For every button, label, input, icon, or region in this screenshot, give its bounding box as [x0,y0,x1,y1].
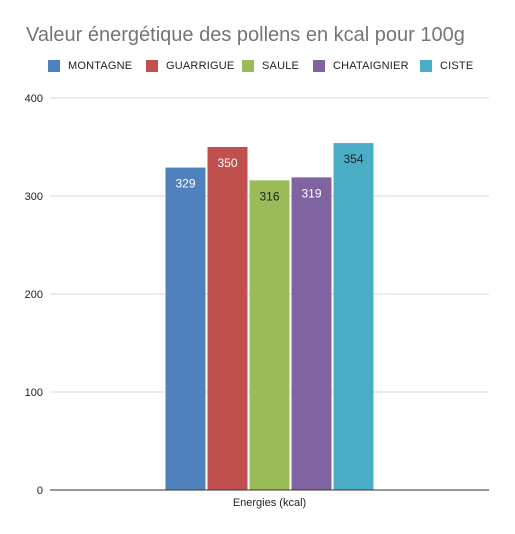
y-tick-label-200: 200 [25,289,43,301]
y-tick-label-0: 0 [37,485,43,497]
bars [165,143,374,490]
legend-label-chataignier: CHATAIGNIER [333,60,409,72]
data-label-saule: 316 [259,189,279,203]
legend-swatch-saule [242,60,254,72]
legend-label-saule: SAULE [262,60,300,72]
legend-item-ciste: CISTE [420,60,473,72]
bar-guarrigue [207,147,248,490]
y-axis-tick-labels: 0 100 200 300 400 [25,93,43,497]
legend-item-guarrigue: GUARRIGUE [146,60,234,72]
x-category-label: Energies (kcal) [233,497,306,509]
legend-item-saule: SAULE [242,60,299,72]
y-tick-label-300: 300 [25,191,43,203]
legend-swatch-ciste [420,60,432,72]
y-tick-label-400: 400 [25,93,43,105]
legend-item-chataignier: CHATAIGNIER [313,60,409,72]
y-tick-label-100: 100 [25,387,43,399]
legend-swatch-montagne [48,60,60,72]
data-label-ciste: 354 [343,152,363,166]
legend-item-montagne: MONTAGNE [48,60,132,72]
legend-label-montagne: MONTAGNE [68,60,133,72]
legend-swatch-guarrigue [146,60,158,72]
legend-label-ciste: CISTE [440,60,474,72]
legend-swatch-chataignier [313,60,325,72]
x-axis-category-labels: Energies (kcal) [233,497,306,509]
data-label-montagne: 329 [175,177,195,191]
legend-label-guarrigue: GUARRIGUE [166,60,235,72]
data-label-chataignier: 319 [301,186,321,200]
chart-title: Valeur énergétique des pollens en kcal p… [26,24,465,46]
bar-montagne [165,167,206,490]
data-label-guarrigue: 350 [217,156,237,170]
bar-saule [249,180,290,490]
data-labels: 329 350 316 319 354 [175,152,363,203]
bar-ciste [333,143,374,490]
bar-chataignier [291,177,332,490]
chart-legend: MONTAGNE GUARRIGUE SAULE CHATAIGNIER CIS… [0,60,515,78]
